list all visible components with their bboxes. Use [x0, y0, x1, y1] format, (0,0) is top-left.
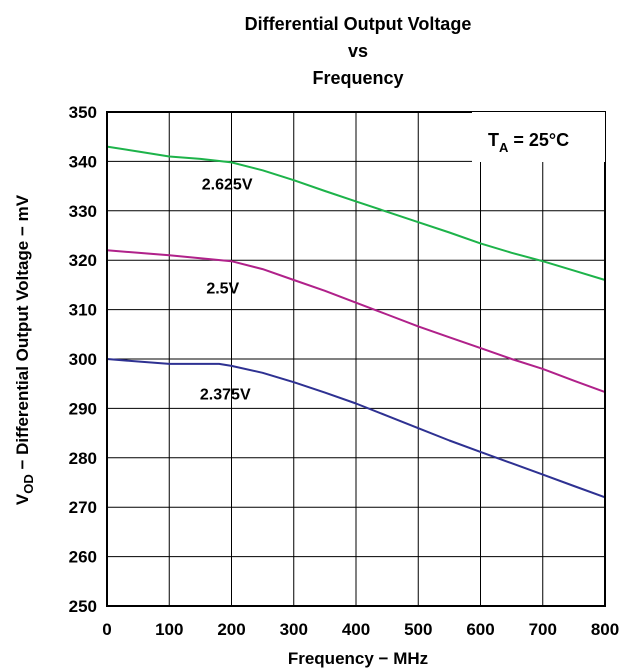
y-tick-label: 270	[69, 498, 97, 517]
x-tick-label: 700	[529, 620, 557, 639]
y-tick-label: 300	[69, 350, 97, 369]
series-label-2: 2.375V	[200, 387, 251, 404]
x-tick-labels: 0 100 200 300 400 500 600 700 800	[102, 620, 619, 639]
annotation-rest: = 25°C	[508, 130, 569, 150]
annotation-main: T	[488, 130, 499, 150]
y-tick-label: 250	[69, 597, 97, 616]
x-tick-label: 300	[280, 620, 308, 639]
x-tick-label: 400	[342, 620, 370, 639]
y-tick-label: 310	[69, 301, 97, 320]
y-axis-label: VOD − Differential Output Voltage − mV	[13, 194, 36, 505]
series-line-2	[106, 358, 606, 499]
series-lines	[106, 145, 606, 499]
series-label-1: 2.5V	[206, 280, 239, 297]
series-line-1	[106, 249, 606, 394]
series-label-0: 2.625V	[202, 177, 253, 194]
annotation-sub: A	[499, 140, 509, 155]
x-tick-label: 800	[591, 620, 619, 639]
annotation-box	[472, 112, 605, 162]
y-axis-label-rest: − Differential Output Voltage − mV	[13, 194, 32, 474]
x-tick-label: 500	[404, 620, 432, 639]
x-tick-label: 100	[155, 620, 183, 639]
chart-title: Differential Output Voltage vs Frequency	[245, 14, 472, 88]
y-tick-label: 340	[69, 152, 97, 171]
y-tick-label: 280	[69, 449, 97, 468]
x-axis-label: Frequency − MHz	[288, 649, 428, 668]
y-tick-label: 350	[69, 103, 97, 122]
annotation-text: TA = 25°C	[488, 130, 569, 155]
plot-frame	[106, 111, 606, 607]
y-tick-labels: 250 260 270 280 290 300 310 320 330 340 350	[69, 103, 97, 616]
grid	[106, 111, 606, 607]
y-axis-label-sub: OD	[21, 474, 36, 494]
x-tick-label: 200	[217, 620, 245, 639]
title-line-1: Differential Output Voltage	[245, 14, 472, 34]
y-tick-label: 320	[69, 251, 97, 270]
y-tick-label: 330	[69, 202, 97, 221]
x-tick-label: 600	[466, 620, 494, 639]
title-line-3: Frequency	[312, 68, 403, 88]
y-axis-label-main: V	[13, 493, 32, 505]
series-labels: 2.625V 2.5V 2.375V	[200, 177, 253, 404]
title-line-2: vs	[348, 41, 368, 61]
y-tick-label: 290	[69, 399, 97, 418]
temperature-annotation: TA = 25°C	[472, 112, 605, 162]
series-line-0	[106, 145, 606, 281]
x-tick-label: 0	[102, 620, 111, 639]
y-tick-label: 260	[69, 548, 97, 567]
